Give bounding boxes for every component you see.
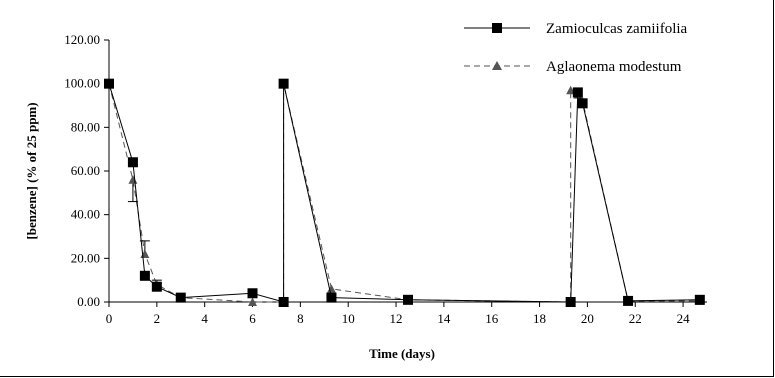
x-tick-label: 18 (533, 311, 546, 326)
x-tick-label: 22 (629, 311, 642, 326)
x-axis-ticks: 0 2 4 6 8 10 12 14 16 18 20 22 24 (106, 302, 690, 326)
x-tick-label: 10 (342, 311, 355, 326)
y-tick-label: 0.00 (77, 294, 100, 309)
data-point-zamioculcas (247, 288, 258, 299)
data-point-aglaonema (326, 284, 336, 293)
data-point-aglaonema (140, 249, 150, 258)
y-tick-label: 20.00 (71, 250, 100, 265)
data-point-zamioculcas (565, 297, 576, 307)
y-tick-label: 80.00 (71, 119, 100, 134)
legend-label-zamioculcas: Zamioculcas zamiifolia (546, 21, 688, 37)
x-tick-label: 16 (485, 311, 499, 326)
x-tick-label: 12 (390, 311, 403, 326)
y-tick-label: 40.00 (71, 207, 100, 222)
legend-marker-aglaonema (492, 61, 502, 70)
data-point-zamioculcas (104, 78, 114, 89)
series-layer (104, 78, 705, 307)
x-tick-label: 24 (677, 311, 691, 326)
data-point-aglaonema (248, 297, 258, 306)
y-tick-label: 100.00 (64, 76, 100, 91)
data-point-zamioculcas (175, 292, 186, 303)
y-tick-label: 120.00 (64, 32, 100, 47)
data-point-zamioculcas (694, 294, 705, 305)
data-point-zamioculcas (151, 281, 162, 292)
data-point-zamioculcas (278, 297, 289, 307)
x-tick-label: 14 (437, 311, 451, 326)
series-line-aglaonema (108, 83, 700, 303)
legend: Zamioculcas zamiifolia Aglaonema modestu… (464, 21, 688, 75)
x-tick-label: 8 (297, 311, 304, 326)
x-tick-label: 0 (106, 311, 113, 326)
legend-marker-zamioculcas (492, 23, 502, 33)
data-point-zamioculcas (326, 292, 337, 303)
data-point-zamioculcas (403, 294, 413, 305)
data-point-zamioculcas (127, 157, 138, 168)
data-point-zamioculcas (278, 78, 289, 89)
y-tick-label: 60.00 (71, 163, 100, 178)
data-point-aglaonema (128, 175, 138, 184)
x-tick-label: 6 (249, 311, 256, 326)
axes (108, 40, 707, 303)
data-point-zamioculcas (577, 98, 588, 109)
x-tick-label: 2 (154, 311, 161, 326)
data-point-zamioculcas (572, 87, 583, 98)
x-tick-label: 20 (581, 311, 594, 326)
legend-label-aglaonema: Aglaonema modestum (546, 59, 682, 75)
y-axis-ticks: 0.00 20.00 40.00 60.00 80.00 100.00 120.00 (64, 32, 109, 309)
x-tick-label: 4 (201, 311, 208, 326)
y-axis-title: [benzene] (% of 25 ppm) (24, 102, 39, 239)
x-axis-title: Time (days) (369, 346, 435, 361)
data-point-zamioculcas (623, 295, 634, 306)
series-line-zamioculcas (108, 83, 700, 303)
data-point-zamioculcas (139, 270, 150, 281)
